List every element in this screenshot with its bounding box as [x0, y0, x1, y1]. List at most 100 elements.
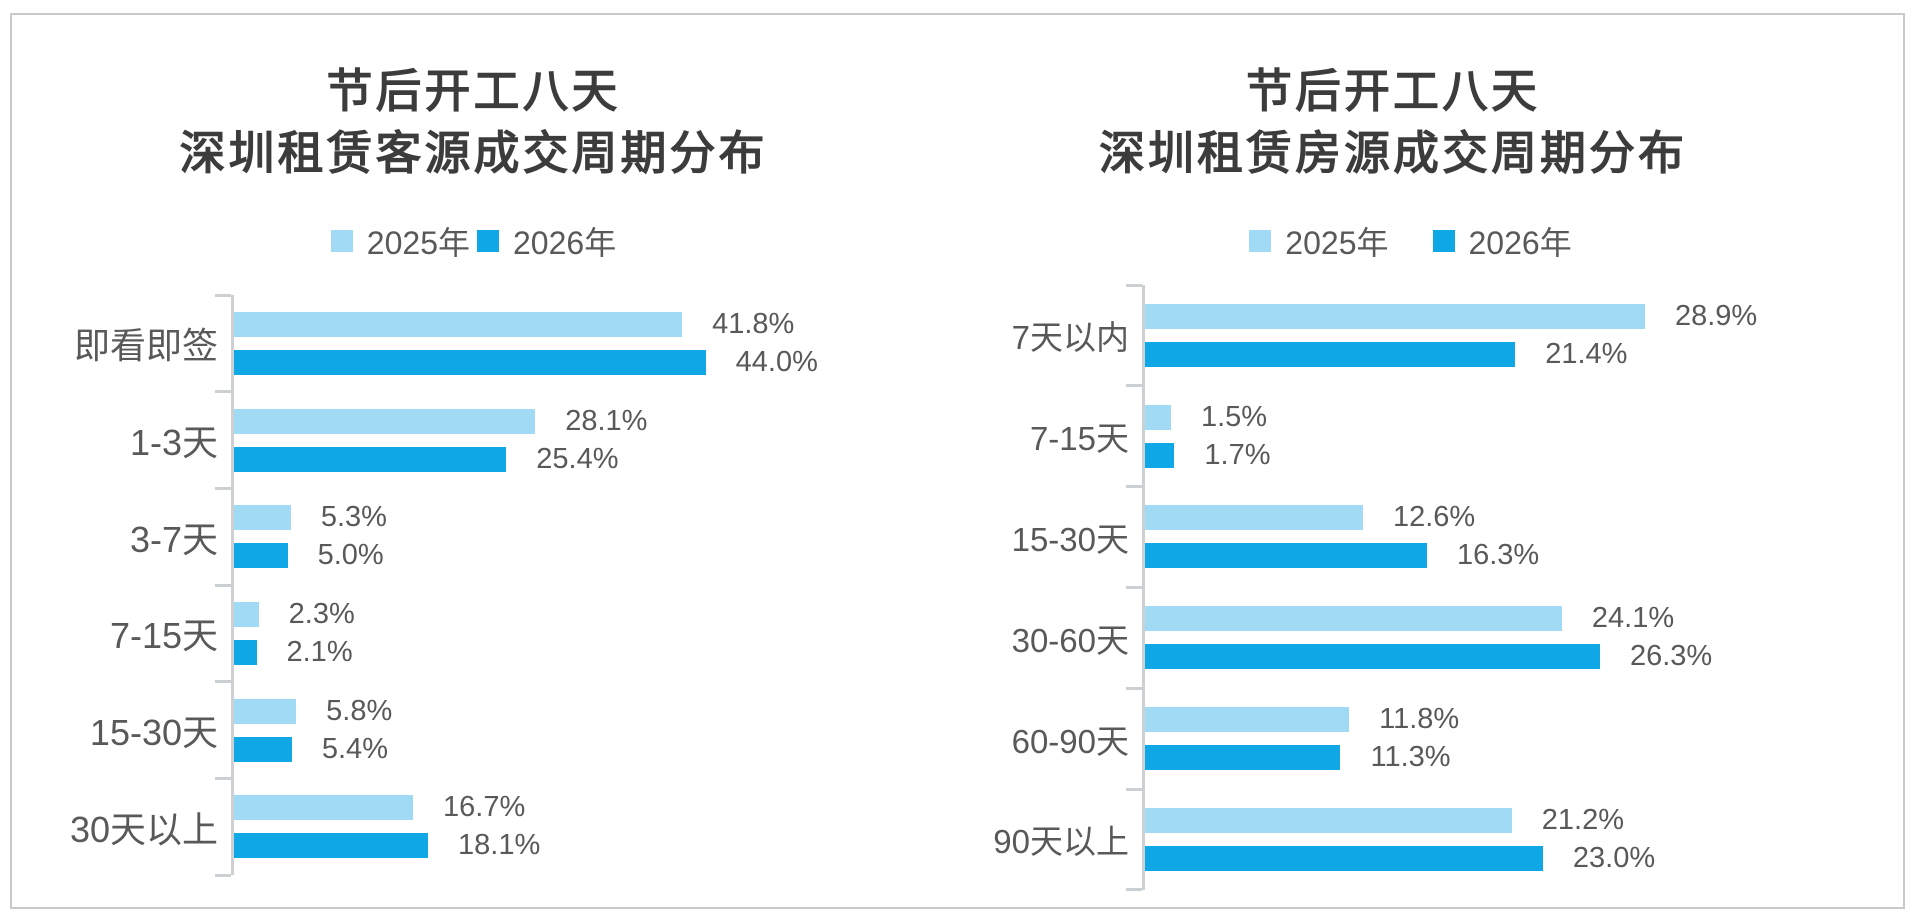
legend-label-2025: 2025年 — [1285, 225, 1389, 261]
category-label: 1-3天 — [129, 422, 218, 464]
chart-title-line2: 深圳租赁房源成交周期分布 — [1099, 127, 1687, 179]
category-row: 30天以上 16.7% 18.1% — [12, 779, 935, 876]
bar-2025年 — [1145, 606, 1562, 632]
y-axis-line — [1142, 285, 1145, 890]
y-axis-line — [231, 295, 234, 876]
axis-tick — [1126, 787, 1142, 791]
value-label: 5.4% — [321, 732, 388, 765]
category-label: 30天以上 — [69, 808, 218, 850]
bar-2026年 — [234, 446, 507, 472]
bar-2025年 — [234, 601, 259, 627]
category-label: 15-30天 — [89, 712, 218, 754]
category-label: 7-15天 — [1029, 420, 1129, 458]
legend-item-2025: 2025年 — [330, 218, 470, 264]
category-row: 7-15天 2.3% 2.1% — [12, 585, 935, 682]
bar-2025年 — [234, 698, 297, 724]
chart-listing-transaction-cycle: 节后开工八天 深圳租赁房源成交周期分布 2025年 2026年 7天以内 28.9… — [935, 15, 1906, 908]
category-row: 15-30天 5.8% 5.4% — [12, 682, 935, 779]
axis-tick — [1126, 888, 1142, 892]
bar-2025年 — [1145, 404, 1171, 430]
value-label: 26.3% — [1629, 640, 1713, 673]
value-label: 28.1% — [565, 404, 648, 437]
bar-2026年 — [1145, 845, 1543, 871]
category-row: 7天以内 28.9% 21.4% — [935, 285, 1906, 386]
axis-tick — [215, 486, 231, 490]
chart-title-line1: 节后开工八天 — [1246, 65, 1540, 117]
value-label: 11.8% — [1379, 703, 1460, 736]
legend-label-2026: 2026年 — [513, 225, 617, 261]
value-label: 2.1% — [286, 635, 353, 668]
chart-title-line1: 节后开工八天 — [326, 65, 621, 117]
axis-tick — [215, 873, 231, 877]
chart-title: 节后开工八天 深圳租赁房源成交周期分布 — [935, 60, 1906, 184]
bar-2025年 — [234, 505, 291, 531]
category-label: 7-15天 — [109, 615, 218, 657]
category-row: 即看即签 41.8% 44.0% — [12, 295, 935, 392]
legend-swatch-2025 — [330, 230, 353, 252]
category-row: 90天以上 21.2% 23.0% — [935, 789, 1906, 890]
bar-2026年 — [234, 833, 429, 859]
bar-2025年 — [1145, 807, 1512, 833]
bar-2026年 — [1145, 644, 1600, 670]
axis-tick — [1126, 384, 1142, 388]
bar-2026年 — [1145, 543, 1427, 569]
legend: 2025年 2026年 — [935, 223, 1906, 261]
value-label: 41.8% — [712, 307, 795, 340]
axis-tick — [215, 680, 231, 684]
bar-2025年 — [234, 408, 536, 434]
legend-swatch-2026 — [1432, 230, 1455, 252]
bar-2026年 — [234, 349, 706, 375]
value-label: 21.2% — [1541, 803, 1624, 836]
value-label: 24.1% — [1591, 602, 1675, 635]
axis-tick — [215, 293, 231, 297]
category-label: 3-7天 — [129, 518, 218, 560]
bar-2026年 — [234, 736, 292, 762]
axis-tick — [1126, 686, 1142, 690]
value-label: 1.7% — [1204, 438, 1271, 471]
value-label: 5.8% — [326, 694, 393, 727]
value-label: 16.3% — [1456, 539, 1540, 572]
category-label: 90天以上 — [993, 823, 1129, 861]
category-row: 15-30天 12.6% 16.3% — [935, 487, 1906, 588]
bar-2025年 — [1145, 505, 1363, 531]
bar-2025年 — [234, 311, 683, 337]
plot-area: 即看即签 41.8% 44.0% 1-3天 28.1% 25.4% 3-7天 5.3% 5.0%… — [12, 15, 935, 908]
value-label: 25.4% — [536, 442, 619, 475]
category-row: 1-3天 28.1% 25.4% — [12, 392, 935, 489]
bar-2026年 — [234, 639, 257, 665]
legend-label-2025: 2025年 — [366, 225, 470, 261]
value-label: 28.9% — [1674, 299, 1758, 332]
legend-swatch-2025 — [1249, 230, 1272, 252]
value-label: 44.0% — [735, 345, 818, 378]
value-label: 5.0% — [317, 539, 384, 572]
category-label: 即看即签 — [73, 325, 218, 367]
value-label: 11.3% — [1370, 741, 1451, 774]
category-label: 15-30天 — [1011, 520, 1129, 558]
chart-title-line2: 深圳租赁客源成交周期分布 — [179, 127, 768, 179]
value-label: 21.4% — [1545, 337, 1628, 370]
axis-tick — [1126, 485, 1142, 489]
bar-2026年 — [1145, 442, 1175, 468]
legend-item-2026: 2026年 — [477, 218, 616, 264]
category-row: 60-90天 11.8% 11.3% — [935, 688, 1906, 789]
chart-title: 节后开工八天 深圳租赁客源成交周期分布 — [12, 60, 935, 184]
bar-2025年 — [1145, 707, 1350, 733]
axis-tick — [1126, 283, 1142, 287]
axis-tick — [1126, 585, 1142, 589]
category-row: 3-7天 5.3% 5.0% — [12, 488, 935, 585]
plot-area: 7天以内 28.9% 21.4% 7-15天 1.5% 1.7% 15-30天 12.6% 16… — [935, 15, 1906, 908]
category-row: 30-60天 24.1% 26.3% — [935, 587, 1906, 688]
axis-tick — [215, 777, 231, 780]
category-row: 7-15天 1.5% 1.7% — [935, 386, 1906, 487]
value-label: 5.3% — [320, 501, 387, 534]
value-label: 18.1% — [458, 829, 541, 862]
bar-2025年 — [1145, 303, 1645, 329]
bar-2026年 — [1145, 745, 1341, 771]
legend-label-2026: 2026年 — [1468, 225, 1572, 261]
bar-2026年 — [1145, 341, 1516, 367]
value-label: 16.7% — [443, 791, 526, 824]
value-label: 1.5% — [1200, 400, 1268, 433]
category-label: 30-60天 — [1011, 621, 1129, 659]
chart-customer-transaction-cycle: 节后开工八天 深圳租赁客源成交周期分布 2025年 2026年 即看即签 41.8… — [12, 15, 935, 908]
